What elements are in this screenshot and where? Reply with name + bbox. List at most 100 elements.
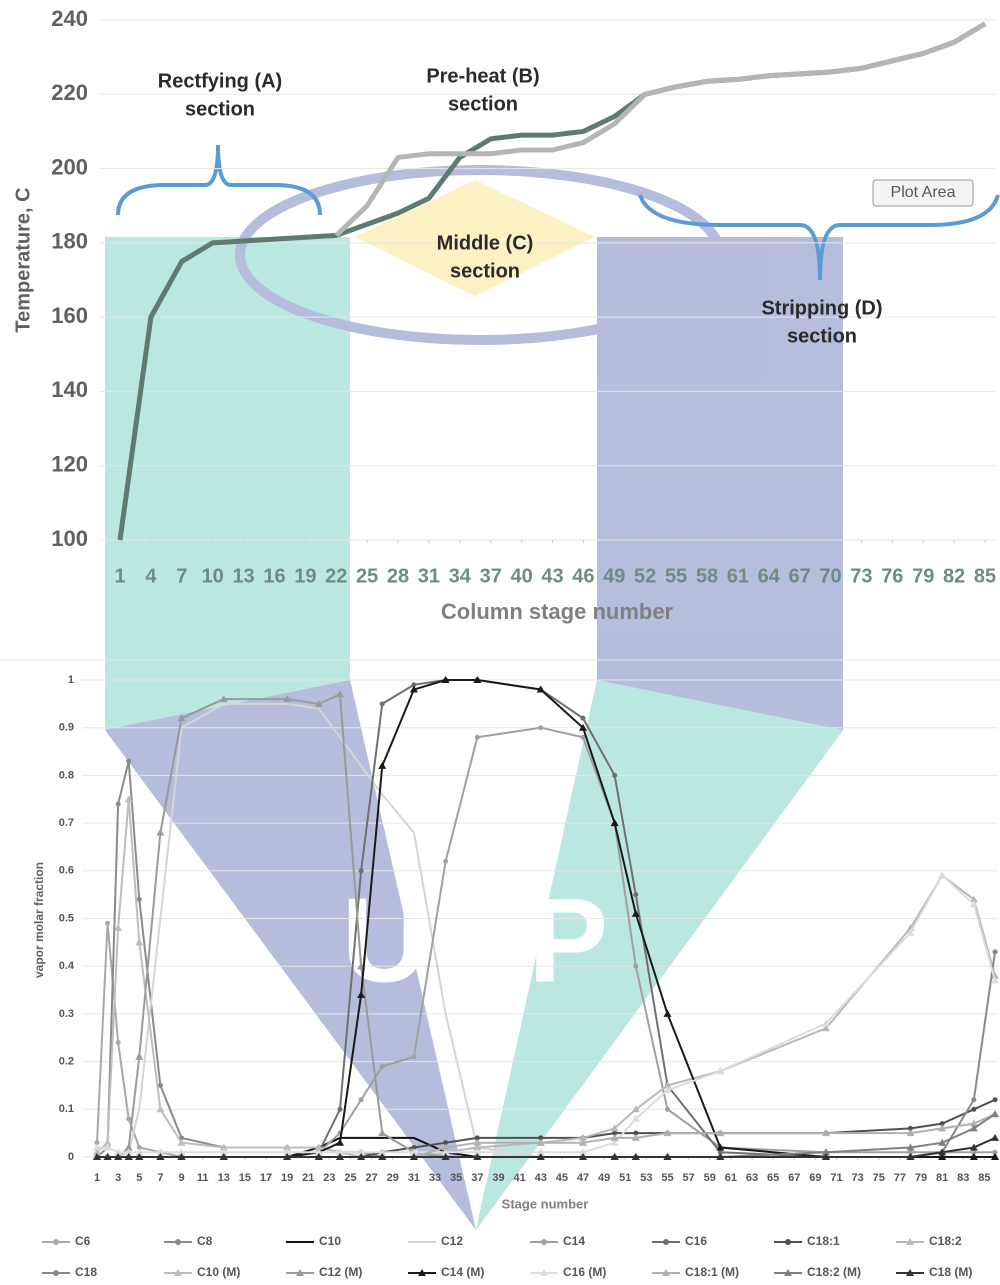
x-tick-label: 57 bbox=[682, 1172, 694, 1184]
legend-label: C10 (M) bbox=[197, 1265, 240, 1279]
x-tick-label: 4 bbox=[145, 565, 157, 587]
legend-marker bbox=[53, 1239, 59, 1245]
point bbox=[105, 921, 110, 926]
legend-label: C6 bbox=[75, 1234, 91, 1248]
annotation: section bbox=[185, 98, 255, 120]
legend-label: C18:2 (M) bbox=[807, 1265, 861, 1279]
legend-label: C8 bbox=[197, 1234, 213, 1248]
y-tick-label: 0.7 bbox=[59, 817, 74, 829]
point bbox=[359, 868, 364, 873]
point bbox=[126, 759, 131, 764]
x-tick-label: 61 bbox=[725, 1172, 737, 1184]
annotation: Middle (C) bbox=[437, 232, 534, 254]
x-tick-label: 27 bbox=[366, 1172, 378, 1184]
x-tick-label: 61 bbox=[727, 565, 749, 587]
y-tick-label: 0.6 bbox=[59, 865, 74, 877]
x-tick-label: 58 bbox=[696, 565, 718, 587]
y-tick-label: 0.8 bbox=[59, 769, 74, 781]
x-tick-label: 49 bbox=[603, 565, 625, 587]
legend-marker bbox=[53, 1270, 59, 1276]
point bbox=[411, 1054, 416, 1059]
x-tick-label: 17 bbox=[260, 1172, 272, 1184]
x-tick-label: 79 bbox=[915, 1172, 927, 1184]
y-axis-label: Temperature, C bbox=[12, 187, 34, 332]
x-tick-label: 51 bbox=[619, 1172, 631, 1184]
x-tick-label: 55 bbox=[661, 1172, 673, 1184]
x-tick-label: 64 bbox=[758, 565, 781, 587]
point bbox=[971, 1097, 976, 1102]
x-tick-label: 76 bbox=[881, 565, 903, 587]
x-tick-label: 33 bbox=[429, 1172, 441, 1184]
x-tick-label: 10 bbox=[202, 565, 224, 587]
y-tick-label: 0.5 bbox=[59, 912, 74, 924]
x-tick-label: 45 bbox=[556, 1172, 568, 1184]
y-tick-label: 1 bbox=[68, 674, 74, 686]
y-tick-label: 0.2 bbox=[59, 1056, 74, 1068]
x-tick-label: 7 bbox=[157, 1172, 163, 1184]
point bbox=[475, 735, 480, 740]
x-tick-label: 16 bbox=[263, 565, 285, 587]
x-tick-label: 81 bbox=[936, 1172, 948, 1184]
y-tick-label: 0.9 bbox=[59, 722, 74, 734]
legend-label: C14 (M) bbox=[441, 1265, 484, 1279]
legend-label: C16 (M) bbox=[563, 1265, 606, 1279]
x-tick-label: 19 bbox=[294, 565, 316, 587]
point bbox=[126, 1116, 131, 1121]
x-tick-label: 63 bbox=[746, 1172, 758, 1184]
x-tick-label: 3 bbox=[115, 1172, 121, 1184]
watermark: UMP bbox=[105, 170, 843, 1230]
y-tick-label: 0.1 bbox=[59, 1103, 74, 1115]
legend-marker bbox=[541, 1239, 547, 1245]
x-tick-label: 28 bbox=[387, 565, 409, 587]
x-tick-label: 13 bbox=[232, 565, 254, 587]
annotation: Stripping (D) bbox=[761, 297, 882, 319]
x-tick-label: 15 bbox=[239, 1172, 251, 1184]
y-tick-label: 240 bbox=[51, 6, 88, 31]
annotation: section bbox=[450, 260, 520, 282]
point bbox=[380, 701, 385, 706]
legend-marker bbox=[175, 1239, 181, 1245]
legend-label: C18:1 bbox=[807, 1234, 840, 1248]
x-tick-label: 39 bbox=[492, 1172, 504, 1184]
y-tick-label: 120 bbox=[51, 452, 88, 477]
annotation: section bbox=[787, 325, 857, 347]
legend-marker bbox=[663, 1239, 669, 1245]
x-tick-label: 25 bbox=[356, 565, 378, 587]
x-tick-label: 31 bbox=[408, 1172, 420, 1184]
x-tick-label: 21 bbox=[302, 1172, 314, 1184]
y-tick-label: 0 bbox=[68, 1151, 74, 1163]
point bbox=[938, 872, 946, 879]
x-tick-label: 19 bbox=[281, 1172, 293, 1184]
x-tick-label: 5 bbox=[136, 1172, 142, 1184]
point bbox=[993, 1097, 998, 1102]
x-tick-label: 79 bbox=[912, 565, 934, 587]
x-tick-label: 43 bbox=[535, 1172, 547, 1184]
point bbox=[137, 897, 142, 902]
watermark-letters: UMP bbox=[342, 874, 609, 1008]
x-tick-label: 11 bbox=[197, 1172, 209, 1184]
x-tick-label: 46 bbox=[572, 565, 594, 587]
x-tick-label: 13 bbox=[218, 1172, 230, 1184]
y-tick-label: 180 bbox=[51, 229, 88, 254]
x-tick-label: 31 bbox=[418, 565, 440, 587]
x-tick-label: 52 bbox=[634, 565, 656, 587]
x-axis-label: Column stage number bbox=[441, 599, 674, 624]
x-tick-label: 75 bbox=[873, 1172, 885, 1184]
point bbox=[135, 1053, 143, 1060]
x-tick-label: 22 bbox=[325, 565, 347, 587]
legend-label: C12 (M) bbox=[319, 1265, 362, 1279]
annotation: section bbox=[448, 93, 518, 115]
legend-label: C16 bbox=[685, 1234, 707, 1248]
x-tick-label: 49 bbox=[598, 1172, 610, 1184]
x-tick-label: 47 bbox=[577, 1172, 589, 1184]
x-tick-label: 69 bbox=[809, 1172, 821, 1184]
x-tick-label: 37 bbox=[480, 565, 502, 587]
point bbox=[665, 1107, 670, 1112]
y-tick-label: 0.3 bbox=[59, 1008, 74, 1020]
y-tick-label: 160 bbox=[51, 303, 88, 328]
x-tick-label: 77 bbox=[894, 1172, 906, 1184]
x-tick-label: 43 bbox=[541, 565, 563, 587]
point bbox=[993, 949, 998, 954]
x-tick-label: 70 bbox=[819, 565, 841, 587]
legend-label: C10 bbox=[319, 1234, 341, 1248]
